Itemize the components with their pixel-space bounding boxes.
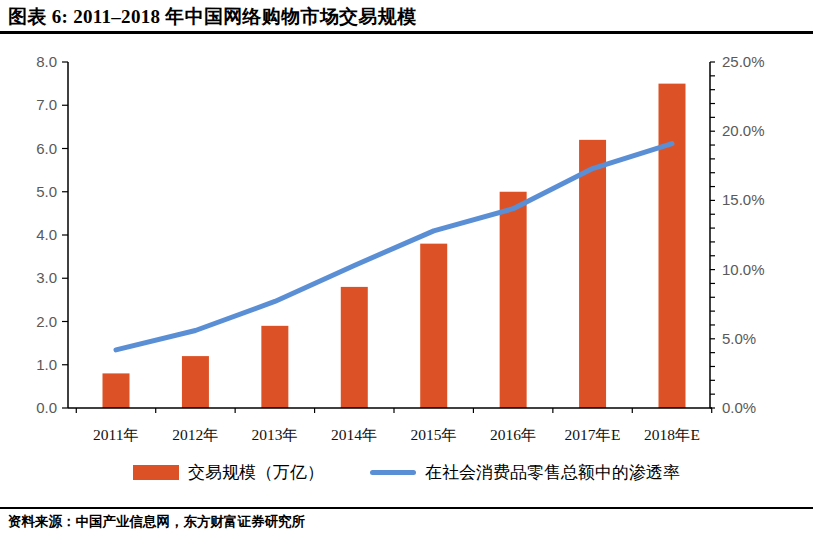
x-category-label: 2014年 (331, 426, 378, 443)
x-category-label: 2015年 (410, 426, 457, 443)
bar-2011年 (103, 373, 130, 408)
right-axis-tick-label: 5.0% (722, 330, 756, 347)
right-axis-tick-label: 0.0% (722, 399, 756, 416)
bar-2016年 (500, 192, 527, 408)
x-category-label: 2012年 (172, 426, 219, 443)
bar-2013年 (261, 326, 288, 408)
left-axis-tick-label: 8.0 (36, 53, 57, 70)
bar-2012年 (182, 356, 209, 408)
source-note: 资料来源：中国产业信息网，东方财富证券研究所 (8, 513, 305, 531)
left-axis-tick-label: 5.0 (36, 183, 57, 200)
left-axis-tick-label: 2.0 (36, 313, 57, 330)
x-category-label: 2011年 (93, 426, 139, 443)
left-axis-tick-label: 0.0 (36, 399, 57, 416)
x-category-label: 2017年E (565, 426, 621, 443)
x-category-label: 2018年E (644, 426, 700, 443)
bar-2018年E (659, 84, 686, 408)
legend-bar-label: 交易规模（万亿） (188, 461, 324, 484)
left-axis-tick-label: 6.0 (36, 140, 57, 157)
chart-legend: 交易规模（万亿） 在社会消费品零售总额中的渗透率 (0, 460, 813, 484)
legend-line-swatch (370, 470, 416, 475)
bar-2017年E (579, 140, 606, 408)
bar-2014年 (341, 287, 368, 408)
x-category-label: 2013年 (252, 426, 299, 443)
right-axis-tick-label: 10.0% (722, 261, 765, 278)
left-axis-tick-label: 7.0 (36, 96, 57, 113)
left-axis-tick-label: 4.0 (36, 226, 57, 243)
x-category-label: 2016年 (490, 426, 537, 443)
right-axis-tick-label: 25.0% (722, 53, 765, 70)
combo-chart: 0.0 1.0 2.0 3.0 4.0 5.0 6.0 7.0 8.0 0.0% 5.0% 10.0%… (0, 0, 813, 538)
legend-line-label: 在社会消费品零售总额中的渗透率 (425, 461, 680, 484)
left-axis-tick-label: 1.0 (36, 356, 57, 373)
right-axis-tick-label: 20.0% (722, 122, 765, 139)
left-axis-tick-label: 3.0 (36, 269, 57, 286)
source-divider (0, 507, 813, 509)
bar-2015年 (420, 244, 447, 408)
legend-bar-swatch (133, 465, 179, 480)
right-axis-tick-label: 15.0% (722, 191, 765, 208)
